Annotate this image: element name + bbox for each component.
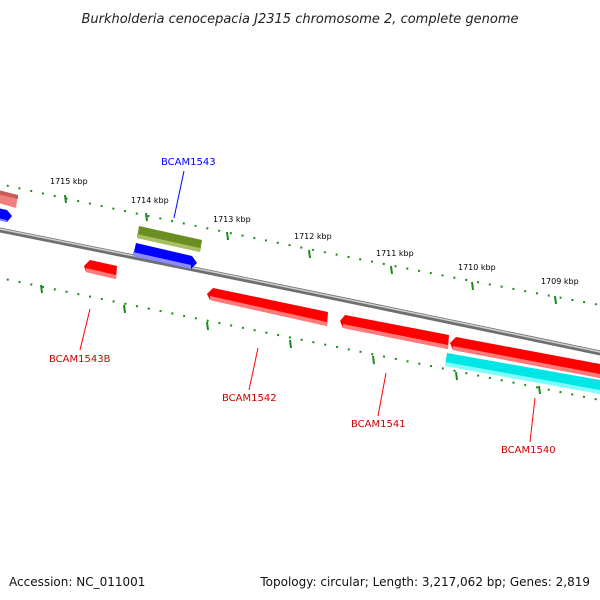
rna-feature bbox=[445, 353, 600, 394]
major-tick bbox=[64, 194, 67, 204]
major-tick bbox=[123, 304, 126, 314]
major-tick bbox=[554, 295, 557, 305]
major-tick bbox=[145, 212, 148, 222]
map-title: Burkholderia cenocepacia J2315 chromosom… bbox=[81, 12, 518, 27]
gene-label-bcam1543: BCAM1543 bbox=[161, 157, 216, 168]
major-tick bbox=[308, 249, 311, 259]
label-connector bbox=[248, 347, 259, 391]
major-tick bbox=[455, 371, 458, 381]
kbp-label: 1713 kbp bbox=[213, 215, 251, 224]
feature-olive bbox=[137, 226, 202, 252]
kbp-label: 1711 kbp bbox=[376, 249, 414, 258]
major-tick bbox=[538, 385, 541, 395]
accession-text: Accession: NC_011001 bbox=[9, 575, 145, 589]
inner-scale-ring bbox=[0, 277, 600, 401]
label-connector bbox=[79, 308, 91, 351]
gene-bcam1543 bbox=[133, 243, 197, 269]
major-tick bbox=[206, 321, 209, 331]
gene-label-bcam1542: BCAM1542 bbox=[222, 393, 277, 404]
kbp-label: 1715 kbp bbox=[50, 177, 88, 186]
forward-gene-partial bbox=[0, 208, 12, 222]
gene-bcam1543b bbox=[84, 260, 117, 279]
kbp-label: 1709 kbp bbox=[541, 277, 579, 286]
gene-label-bcam1541: BCAM1541 bbox=[351, 419, 406, 430]
chromosome-backbone bbox=[0, 227, 600, 356]
gene-label-bcam1540: BCAM1540 bbox=[501, 445, 556, 456]
genome-summary-text: Topology: circular; Length: 3,217,062 bp… bbox=[259, 575, 590, 589]
pseudo-gene-partial bbox=[0, 190, 18, 208]
label-connector bbox=[529, 397, 536, 443]
gene-label-bcam1543b: BCAM1543B bbox=[49, 354, 111, 365]
major-tick bbox=[226, 231, 229, 241]
label-connector bbox=[377, 372, 387, 417]
gene-bcam1542 bbox=[207, 288, 328, 326]
kbp-label: 1714 kbp bbox=[131, 196, 169, 205]
outer-scale-ring bbox=[0, 183, 600, 306]
kbp-label: 1710 kbp bbox=[458, 263, 496, 272]
major-tick bbox=[372, 355, 375, 365]
kbp-label: 1712 kbp bbox=[294, 232, 332, 241]
gene-bcam1540 bbox=[450, 337, 600, 378]
major-tick bbox=[40, 284, 43, 294]
major-tick bbox=[289, 339, 292, 349]
gene-bcam1541 bbox=[340, 315, 449, 349]
label-connector bbox=[173, 170, 185, 219]
major-tick bbox=[471, 281, 474, 291]
major-tick bbox=[390, 265, 393, 275]
